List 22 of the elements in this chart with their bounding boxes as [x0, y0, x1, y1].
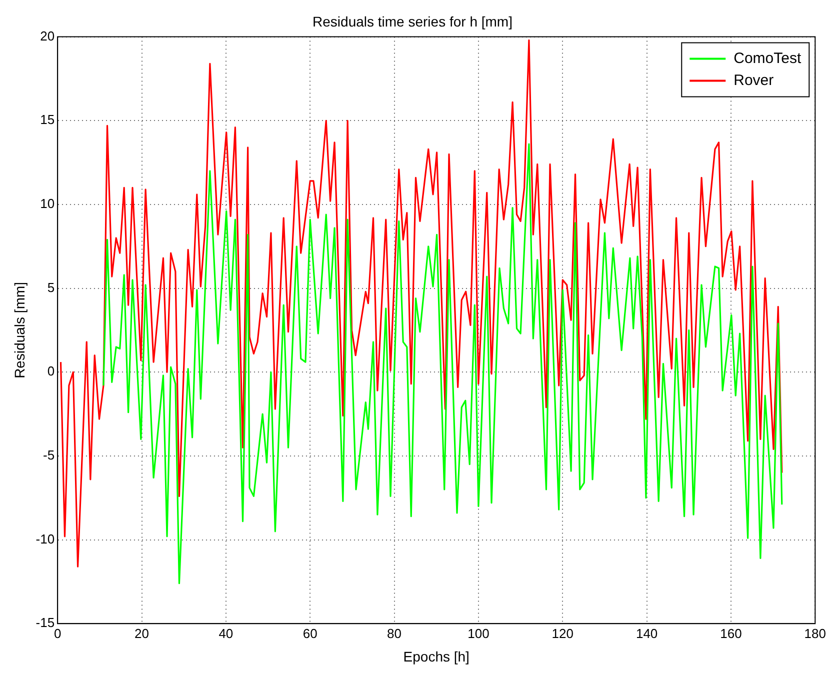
x-tick-label: 160: [720, 626, 742, 641]
y-tick-label: -10: [36, 531, 55, 546]
x-tick-label: 40: [218, 626, 234, 641]
x-tick-label: 100: [468, 626, 490, 641]
y-tick-label: -5: [43, 448, 55, 463]
chart-title: Residuals time series for h [mm]: [312, 13, 512, 30]
y-tick-label: 15: [40, 112, 55, 128]
legend-label: Rover: [734, 72, 774, 89]
x-tick-label: 180: [804, 626, 826, 641]
y-tick-label: -15: [36, 615, 55, 630]
y-tick-label: 20: [40, 28, 55, 44]
x-axis-title: Epochs [h]: [403, 648, 470, 664]
x-tick-label: 120: [552, 626, 574, 641]
x-tick-label: 80: [387, 626, 402, 641]
y-tick-label: 0: [47, 364, 55, 379]
x-tick-label: 20: [134, 626, 149, 641]
y-axis-title: Residuals [mm]: [11, 282, 28, 378]
legend-label: ComoTest: [734, 50, 802, 67]
y-tick-label: 5: [47, 280, 55, 295]
x-tick-label: 140: [636, 626, 658, 641]
x-tick-label: 60: [302, 626, 318, 641]
y-tick-label: 10: [40, 196, 55, 212]
